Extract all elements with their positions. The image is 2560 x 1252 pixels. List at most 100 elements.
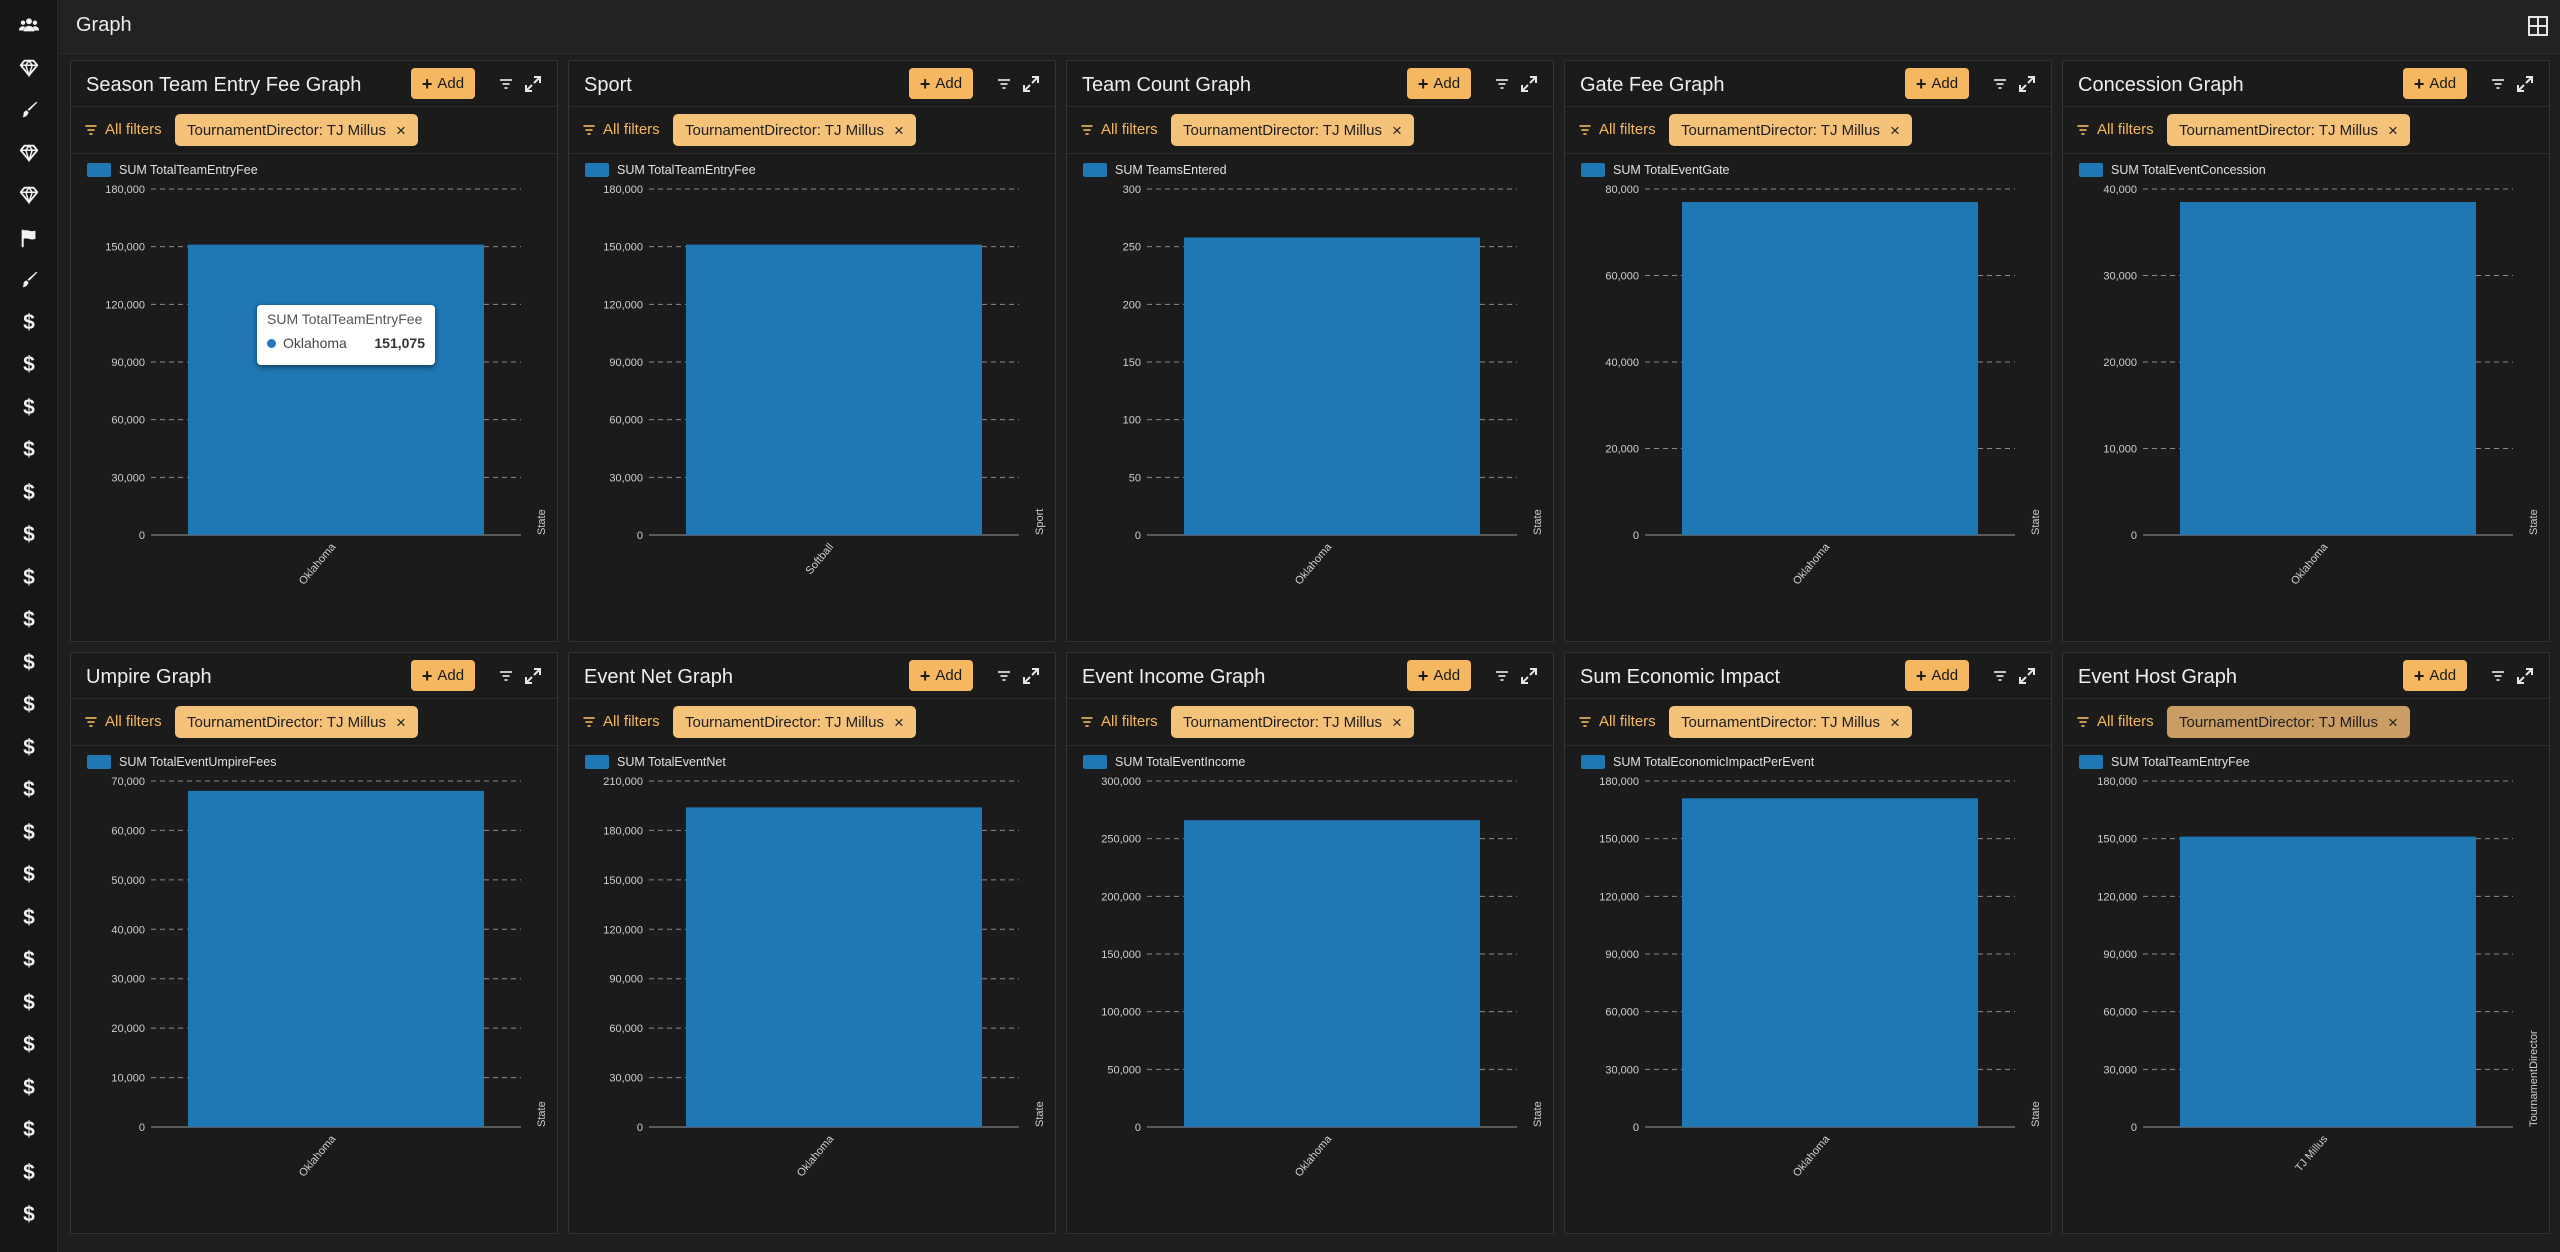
dollar-icon[interactable]: $ bbox=[23, 480, 35, 504]
filter-icon[interactable] bbox=[1990, 74, 2010, 94]
all-filters-button[interactable]: All filters bbox=[83, 713, 162, 730]
dollar-icon[interactable]: $ bbox=[23, 863, 35, 886]
close-icon[interactable]: × bbox=[1889, 712, 1900, 732]
filter-chip[interactable]: TournamentDirector: TJ Millus × bbox=[2167, 706, 2410, 738]
dollar-icon[interactable]: $ bbox=[23, 523, 35, 546]
all-filters-button[interactable]: All filters bbox=[1079, 713, 1158, 730]
filter-chip[interactable]: TournamentDirector: TJ Millus × bbox=[1669, 114, 1912, 146]
add-button[interactable]: + Add bbox=[1407, 68, 1471, 99]
all-filters-button[interactable]: All filters bbox=[1577, 121, 1656, 138]
expand-icon[interactable] bbox=[1519, 74, 1539, 94]
close-icon[interactable]: × bbox=[1391, 712, 1402, 732]
brush-icon[interactable] bbox=[0, 95, 58, 125]
all-filters-label: All filters bbox=[603, 121, 660, 138]
close-icon[interactable]: × bbox=[395, 712, 406, 732]
add-label: Add bbox=[437, 667, 465, 684]
y-tick-label: 60,000 bbox=[2103, 1007, 2137, 1019]
all-filters-button[interactable]: All filters bbox=[83, 121, 162, 138]
brush-icon-glyph bbox=[22, 271, 38, 288]
add-button[interactable]: + Add bbox=[909, 68, 973, 99]
all-filters-button[interactable]: All filters bbox=[581, 121, 660, 138]
dollar-icon[interactable]: $ bbox=[23, 565, 35, 589]
filter-icon[interactable] bbox=[496, 666, 516, 686]
dollar-icon[interactable]: $ bbox=[23, 948, 35, 971]
brush-icon[interactable] bbox=[0, 265, 58, 295]
close-icon[interactable]: × bbox=[1889, 120, 1900, 140]
dollar-icon[interactable]: $ bbox=[23, 778, 35, 801]
add-button[interactable]: + Add bbox=[1407, 660, 1471, 691]
filter-chip[interactable]: TournamentDirector: TJ Millus × bbox=[2167, 114, 2410, 146]
filter-icon[interactable] bbox=[1492, 74, 1512, 94]
filter-chip[interactable]: TournamentDirector: TJ Millus × bbox=[1669, 706, 1912, 738]
add-button[interactable]: + Add bbox=[2403, 660, 2467, 691]
filter-icon[interactable] bbox=[2488, 74, 2508, 94]
filter-row: All filters TournamentDirector: TJ Millu… bbox=[569, 108, 1055, 154]
dollar-icon[interactable]: $ bbox=[23, 905, 35, 929]
add-button[interactable]: + Add bbox=[909, 660, 973, 691]
dollar-icon[interactable]: $ bbox=[23, 1075, 35, 1099]
dollar-icon[interactable]: $ bbox=[23, 693, 35, 716]
dollar-icon[interactable]: $ bbox=[23, 1033, 35, 1056]
filter-icon[interactable] bbox=[496, 74, 516, 94]
filter-icon[interactable] bbox=[994, 74, 1014, 94]
add-button[interactable]: + Add bbox=[411, 68, 475, 99]
dollar-icon[interactable]: $ bbox=[23, 353, 35, 376]
filter-icon[interactable] bbox=[994, 666, 1014, 686]
all-filters-button[interactable]: All filters bbox=[2075, 713, 2154, 730]
add-button[interactable]: + Add bbox=[411, 660, 475, 691]
filter-icon[interactable] bbox=[1492, 666, 1512, 686]
users-icon[interactable] bbox=[0, 10, 58, 40]
all-filters-button[interactable]: All filters bbox=[2075, 121, 2154, 138]
filter-chip[interactable]: TournamentDirector: TJ Millus × bbox=[673, 706, 916, 738]
dollar-icon[interactable]: $ bbox=[23, 395, 35, 419]
expand-icon[interactable] bbox=[2017, 74, 2037, 94]
diamond-icon[interactable] bbox=[0, 138, 58, 168]
diamond-icon[interactable] bbox=[0, 53, 58, 83]
expand-icon[interactable] bbox=[2515, 666, 2535, 686]
close-icon[interactable]: × bbox=[893, 120, 904, 140]
filter-chip[interactable]: TournamentDirector: TJ Millus × bbox=[175, 706, 418, 738]
filter-icon[interactable] bbox=[2488, 666, 2508, 686]
add-label: Add bbox=[1931, 75, 1959, 92]
chart-panel: Team Count Graph + Add bbox=[1066, 60, 1554, 642]
dollar-icon[interactable]: $ bbox=[23, 438, 35, 461]
filter-chip[interactable]: TournamentDirector: TJ Millus × bbox=[1171, 114, 1414, 146]
layout-grid-icon[interactable] bbox=[2526, 14, 2550, 38]
all-filters-button[interactable]: All filters bbox=[1079, 121, 1158, 138]
flag-icon[interactable] bbox=[0, 223, 58, 253]
dollar-icon[interactable]: $ bbox=[23, 608, 35, 631]
dollar-icon[interactable]: $ bbox=[23, 310, 35, 334]
add-button[interactable]: + Add bbox=[1905, 68, 1969, 99]
expand-icon[interactable] bbox=[523, 666, 543, 686]
dollar-icon[interactable]: $ bbox=[23, 735, 35, 759]
expand-icon[interactable] bbox=[2017, 666, 2037, 686]
expand-icon[interactable] bbox=[1021, 666, 1041, 686]
dollar-icon[interactable]: $ bbox=[23, 1160, 35, 1184]
close-icon[interactable]: × bbox=[1391, 120, 1402, 140]
y-tick-label: 30,000 bbox=[609, 472, 643, 484]
dollar-icon[interactable]: $ bbox=[23, 650, 35, 674]
dollar-icon[interactable]: $ bbox=[23, 1203, 35, 1226]
close-icon[interactable]: × bbox=[2387, 712, 2398, 732]
filter-chip[interactable]: TournamentDirector: TJ Millus × bbox=[1171, 706, 1414, 738]
filter-icon[interactable] bbox=[1990, 666, 2010, 686]
close-icon[interactable]: × bbox=[2387, 120, 2398, 140]
add-button[interactable]: + Add bbox=[1905, 660, 1969, 691]
add-button[interactable]: + Add bbox=[2403, 68, 2467, 99]
filter-chip-label: TournamentDirector: TJ Millus bbox=[2179, 713, 2378, 731]
filter-chip[interactable]: TournamentDirector: TJ Millus × bbox=[673, 114, 916, 146]
filter-row: All filters TournamentDirector: TJ Millu… bbox=[71, 108, 557, 154]
close-icon[interactable]: × bbox=[893, 712, 904, 732]
close-icon[interactable]: × bbox=[395, 120, 406, 140]
dollar-icon[interactable]: $ bbox=[23, 820, 35, 844]
dollar-icon[interactable]: $ bbox=[23, 1118, 35, 1141]
expand-icon[interactable] bbox=[523, 74, 543, 94]
diamond-icon[interactable] bbox=[0, 180, 58, 210]
expand-icon[interactable] bbox=[2515, 74, 2535, 94]
all-filters-button[interactable]: All filters bbox=[1577, 713, 1656, 730]
expand-icon[interactable] bbox=[1021, 74, 1041, 94]
filter-chip[interactable]: TournamentDirector: TJ Millus × bbox=[175, 114, 418, 146]
dollar-icon[interactable]: $ bbox=[23, 990, 35, 1014]
all-filters-button[interactable]: All filters bbox=[581, 713, 660, 730]
expand-icon[interactable] bbox=[1519, 666, 1539, 686]
